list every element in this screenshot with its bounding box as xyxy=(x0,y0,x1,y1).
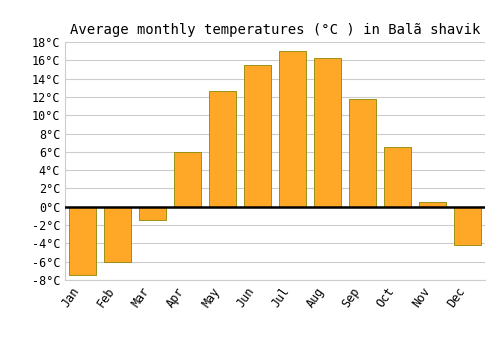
Bar xyxy=(384,147,410,207)
Bar xyxy=(244,65,270,207)
Bar xyxy=(350,99,376,207)
Bar xyxy=(70,207,96,275)
Bar xyxy=(420,202,446,207)
Bar xyxy=(280,51,305,207)
Bar xyxy=(140,207,166,220)
Bar xyxy=(210,91,236,207)
Title: Average monthly temperatures (°C ) in Balã shavik: Average monthly temperatures (°C ) in Ba… xyxy=(70,23,480,37)
Bar xyxy=(174,152,201,207)
Bar xyxy=(454,207,480,245)
Bar xyxy=(314,57,340,207)
Bar xyxy=(104,207,130,262)
